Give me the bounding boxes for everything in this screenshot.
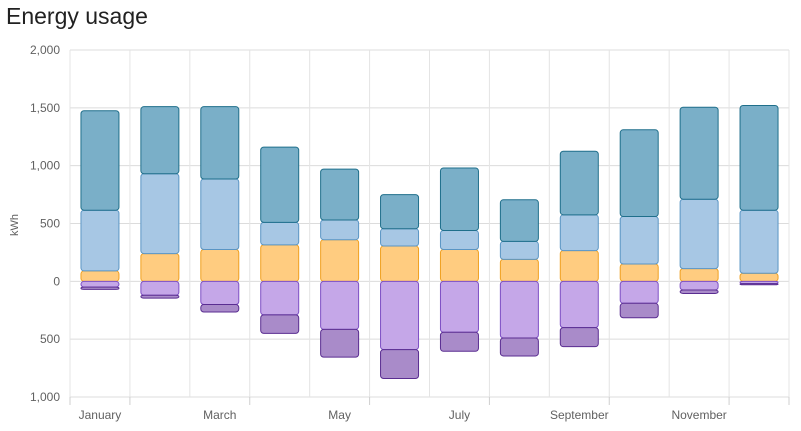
x-tick-label: January [79,408,122,422]
bar-april-series-1 [260,244,300,282]
bar-june-series-1 [380,245,420,282]
bar-january-series-5 [80,286,120,290]
bar-february-series-4 [140,280,180,296]
y-tick-label: 0 [53,274,60,288]
bar-february-series-3 [140,106,180,175]
bar-april-series-2 [260,221,300,246]
bar-august-series-2 [499,240,539,260]
bar-september-series-3 [559,150,599,216]
bar-december-series-3 [739,105,779,211]
bar-may-series-5 [320,328,360,358]
y-tick-label: 500 [40,217,60,231]
bar-september-series-2 [559,214,599,252]
bar-july-series-2 [439,229,479,251]
bar-january-series-1 [80,270,120,282]
bar-march-series-5 [200,303,240,313]
bar-june-series-2 [380,228,420,247]
bar-series [80,105,779,379]
bar-september-series-4 [559,280,599,329]
bar-november-series-1 [679,268,719,282]
y-axis-label: kWh [9,214,21,236]
bar-november-series-4 [679,280,719,291]
bar-may-series-3 [320,168,360,221]
bar-august-series-5 [499,337,539,357]
y-axis-ticks: 1,000 500 0 500 1,000 1,500 2,000 [30,43,60,404]
bar-july-series-3 [439,167,479,231]
bar-august-series-3 [499,199,539,242]
bar-march-series-4 [200,280,240,305]
bar-january-series-2 [80,209,120,272]
y-tick-label: 1,000 [30,390,60,404]
bar-november-series-3 [679,106,719,200]
y-tick-label: 1,500 [30,101,60,115]
bar-january-series-3 [80,110,120,211]
grid-lines [69,49,790,405]
bar-april-series-5 [260,314,300,334]
bar-march-series-1 [200,249,240,282]
bar-august-series-1 [499,258,539,282]
bar-february-series-1 [140,253,180,282]
bar-march-series-2 [200,178,240,251]
bar-february-series-2 [140,173,180,255]
bar-july-series-1 [439,249,479,282]
x-tick-label: May [328,408,351,422]
bar-october-series-1 [619,263,659,282]
bar-december-series-1 [739,272,779,282]
bar-may-series-4 [320,280,360,330]
bar-december-series-5 [739,283,779,286]
bar-november-series-5 [679,289,719,294]
bar-july-series-4 [439,280,479,333]
y-tick-label: 500 [40,332,60,346]
bar-november-series-2 [679,198,719,270]
bar-march-series-3 [200,106,240,180]
bar-august-series-4 [499,280,539,339]
bar-february-series-5 [140,294,180,299]
bar-october-series-5 [619,302,659,319]
bar-june-series-3 [380,194,420,230]
bar-september-series-1 [559,250,599,282]
chart-title: Energy usage [6,3,148,29]
x-tick-label: July [449,408,470,422]
bar-december-series-2 [739,209,779,274]
bar-april-series-3 [260,146,300,223]
bar-june-series-4 [380,280,420,351]
bar-september-series-5 [559,327,599,348]
x-axis-ticks: January March May July September November [79,408,727,422]
bar-october-series-3 [619,129,659,218]
y-tick-label: 1,000 [30,159,60,173]
bar-january-series-4 [80,280,120,288]
bar-april-series-4 [260,280,300,316]
bar-june-series-5 [380,349,420,379]
bar-october-series-4 [619,280,659,304]
bar-may-series-1 [320,239,360,282]
x-tick-label: September [550,408,609,422]
x-tick-label: November [671,408,726,422]
bar-july-series-5 [439,331,479,352]
y-tick-label: 2,000 [30,43,60,57]
bar-october-series-2 [619,216,659,265]
x-tick-label: March [203,408,236,422]
bar-may-series-2 [320,219,360,241]
